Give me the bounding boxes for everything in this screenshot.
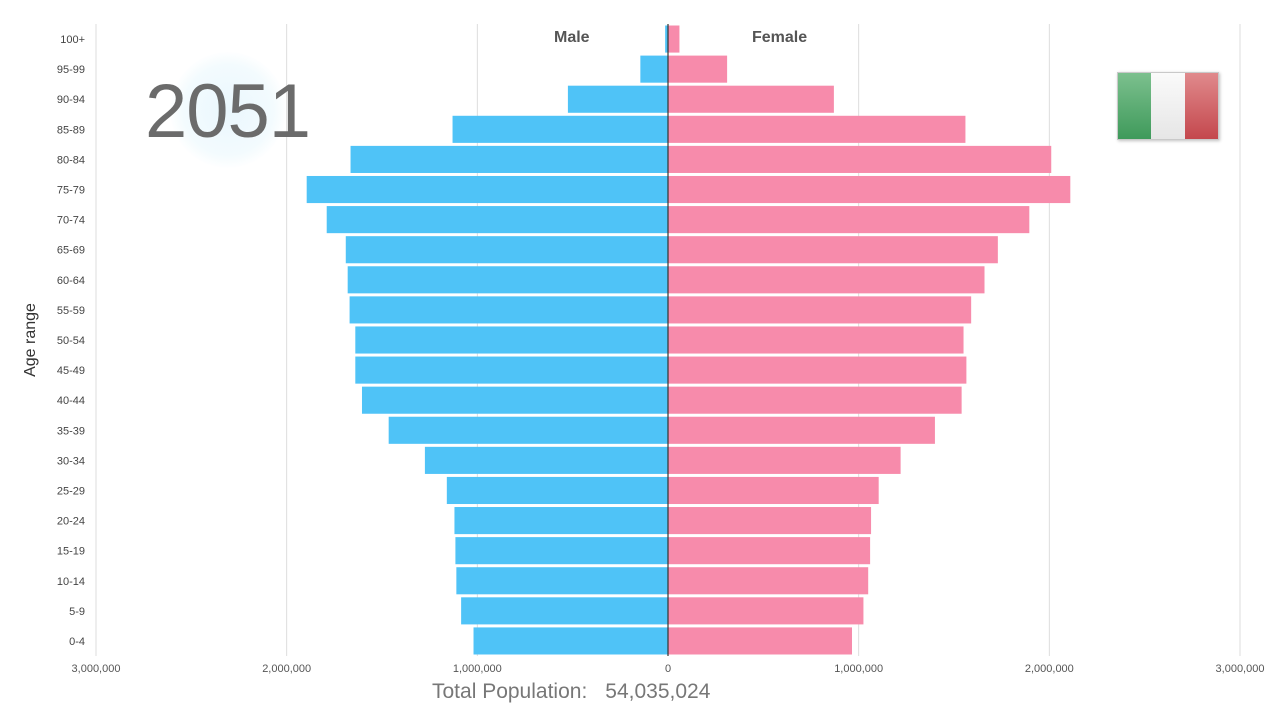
x-tick-label: 3,000,000	[72, 663, 121, 675]
female-bar	[668, 627, 852, 655]
female-bar	[668, 446, 901, 474]
y-tick-label: 0-4	[69, 636, 85, 648]
y-tick-label: 90-94	[57, 94, 85, 106]
female-bar	[668, 115, 966, 143]
y-tick-label: 10-14	[57, 576, 85, 588]
y-tick-label: 80-84	[57, 154, 85, 166]
y-tick-label: 95-99	[57, 64, 85, 76]
male-bar	[361, 386, 668, 414]
female-bar	[668, 85, 834, 113]
female-bar	[668, 567, 869, 595]
y-tick-label: 85-89	[57, 124, 85, 136]
female-bar	[668, 537, 871, 565]
y-tick-label: 20-24	[57, 516, 85, 528]
x-tick-label: 3,000,000	[1216, 663, 1265, 675]
total-population-value: 54,035,024	[605, 680, 711, 703]
male-bar	[665, 25, 668, 53]
male-bar	[355, 356, 668, 384]
y-tick-label: 70-74	[57, 215, 85, 227]
x-tick-label: 2,000,000	[262, 663, 311, 675]
female-bar	[668, 416, 935, 444]
y-tick-label: 15-19	[57, 546, 85, 558]
flag-white-stripe	[1151, 73, 1185, 139]
female-bar	[668, 25, 680, 53]
y-tick-label: 25-29	[57, 485, 85, 497]
male-bar	[640, 55, 668, 83]
year-glow-decoration	[170, 52, 286, 168]
legend-male-label: Male	[554, 29, 590, 46]
x-tick-label: 0	[665, 663, 671, 675]
female-bar	[668, 296, 972, 324]
y-tick-label: 45-49	[57, 365, 85, 377]
y-axis-title: Age range	[22, 303, 39, 377]
y-tick-label: 30-34	[57, 455, 85, 467]
male-bar	[456, 567, 668, 595]
male-bar	[306, 175, 668, 204]
year-label: 2051	[145, 69, 311, 154]
male-bar	[452, 115, 668, 143]
female-bar	[668, 356, 967, 384]
y-tick-label: 60-64	[57, 275, 85, 287]
flag-red-stripe	[1184, 73, 1218, 139]
female-bar	[668, 55, 728, 83]
male-bar	[454, 507, 668, 535]
male-bar	[461, 597, 668, 625]
male-bar	[455, 537, 668, 565]
female-bar	[668, 476, 879, 505]
female-bar	[668, 266, 985, 294]
female-bar	[668, 597, 864, 625]
female-bar	[668, 206, 1030, 234]
male-bar	[345, 236, 668, 264]
x-tick-label: 2,000,000	[1025, 663, 1074, 675]
male-bar	[473, 627, 668, 655]
male-bar	[349, 296, 668, 324]
legend-female-label: Female	[752, 29, 808, 46]
female-bar	[668, 507, 872, 535]
y-tick-label: 55-59	[57, 305, 85, 317]
male-bar	[326, 206, 668, 234]
y-tick-label: 100+	[60, 34, 85, 46]
y-tick-label: 35-39	[57, 425, 85, 437]
y-tick-label: 5-9	[69, 606, 85, 618]
male-bar	[347, 266, 668, 294]
male-bar	[567, 85, 668, 113]
male-bar	[446, 476, 668, 505]
total-population-label: Total Population:	[432, 680, 588, 703]
female-bar	[668, 175, 1071, 204]
male-bar	[424, 446, 668, 474]
y-tick-label: 50-54	[57, 335, 85, 347]
female-bar	[668, 326, 964, 354]
female-bar	[668, 145, 1052, 173]
male-bar	[388, 416, 668, 444]
x-tick-label: 1,000,000	[453, 663, 502, 675]
flag-green-stripe	[1118, 73, 1152, 139]
male-bar	[355, 326, 668, 354]
female-bar	[668, 236, 998, 264]
y-tick-label: 65-69	[57, 245, 85, 257]
male-bar	[350, 145, 668, 173]
y-tick-label: 75-79	[57, 185, 85, 197]
italy-flag-icon	[1117, 72, 1219, 140]
x-tick-label: 1,000,000	[834, 663, 883, 675]
female-bar	[668, 386, 962, 414]
total-population: Total Population: 54,035,024	[432, 680, 710, 704]
y-tick-label: 40-44	[57, 395, 85, 407]
